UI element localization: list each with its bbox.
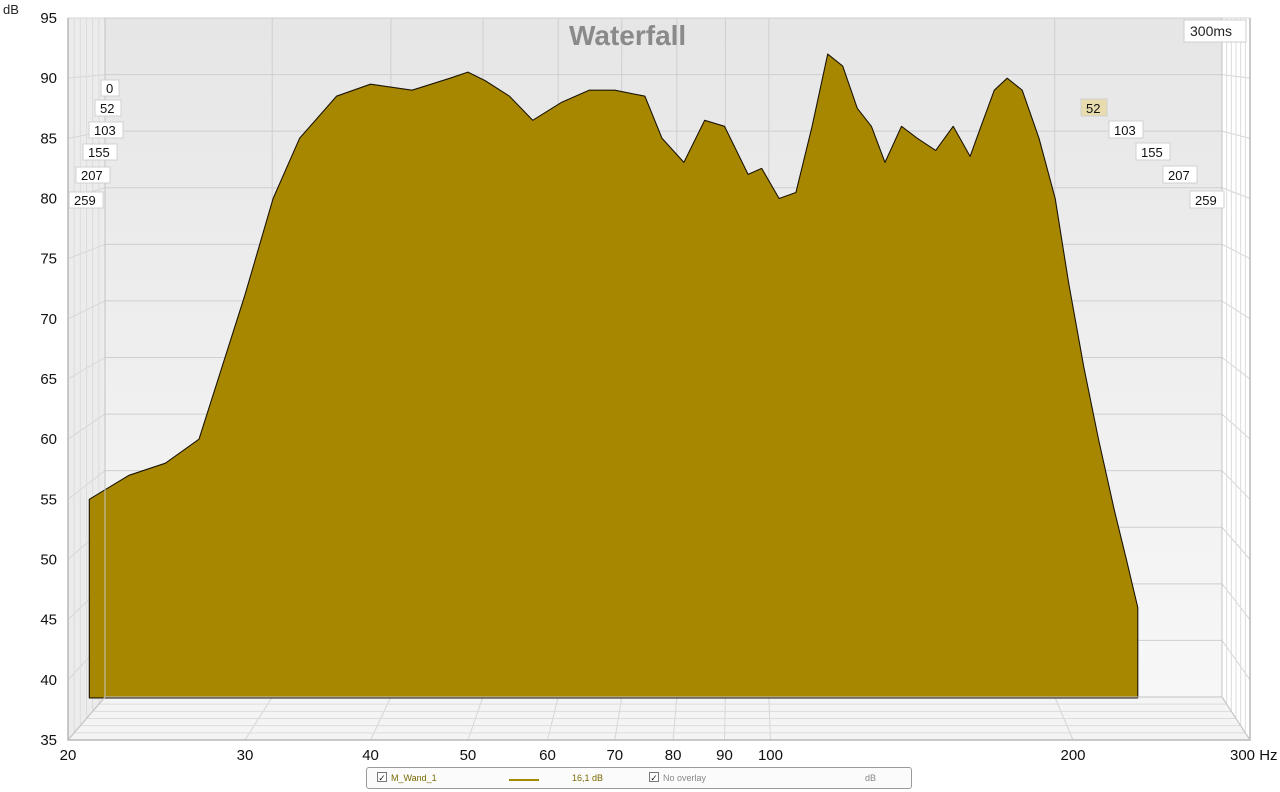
x-tick-label: 90	[716, 747, 733, 764]
z-tick-label: 155	[88, 145, 110, 160]
z-tick-box	[94, 99, 122, 117]
y-tick-label: 55	[40, 491, 57, 508]
z-axis-labels-left: 0 52 103 155 207 259	[68, 79, 124, 209]
waterfall-surface	[88, 53, 1139, 699]
front-frame	[67, 18, 1251, 741]
overlay-unit-label: dB	[865, 773, 877, 783]
z-tick-box	[75, 166, 111, 184]
x-tick-label: 70	[606, 747, 623, 764]
x-tick-label: 50	[460, 747, 477, 764]
y-axis-ticks: 35 40 45 50 55 60 65 70 75 80 85 90 95	[40, 10, 57, 749]
overlay-checkbox[interactable]: ✓	[649, 772, 659, 783]
x-tick-label: 80	[665, 747, 682, 764]
x-tick-label: 20	[60, 747, 77, 764]
z-tick-label: 259	[1195, 193, 1217, 208]
legend-bar: ✓ M_Wand_1 16,1 dB ✓ No overlay dB	[366, 767, 912, 789]
z-tick-label: 0	[106, 81, 113, 96]
y-axis-unit-label: dB	[3, 2, 19, 17]
overlay-label: No overlay	[663, 773, 707, 783]
z-tick-label: 155	[1141, 145, 1163, 160]
z-axis-labels-right: 52 103 155 207 259	[1080, 98, 1225, 209]
time-span-label: 300ms	[1190, 23, 1232, 39]
series-line-swatch	[509, 779, 539, 781]
chart-title: Waterfall	[569, 20, 686, 51]
x-tick-label: 100	[758, 747, 783, 764]
z-tick-label: 103	[1114, 123, 1136, 138]
z-tick-label: 207	[1168, 168, 1190, 183]
floor-edge-right	[1221, 696, 1251, 741]
z-tick-box	[88, 121, 124, 139]
x-tick-label: 30	[237, 747, 254, 764]
y-tick-label: 65	[40, 371, 57, 388]
y-tick-label: 50	[40, 552, 57, 569]
floor-edge-left	[67, 696, 106, 741]
z-tick-label: 52	[1086, 101, 1100, 116]
y-tick-label: 35	[40, 732, 57, 749]
y-tick-label: 85	[40, 130, 57, 147]
z-tick-box	[82, 143, 118, 161]
z-tick-box	[1080, 98, 1108, 117]
x-axis-ticks: 20 30 40 50 60 70 80 90 100 200 300 Hz	[60, 747, 1278, 764]
x-tick-label: 40	[362, 747, 379, 764]
z-tick-box	[1135, 142, 1171, 161]
y-tick-label: 40	[40, 672, 57, 689]
y-tick-label: 45	[40, 612, 57, 629]
z-tick-label: 207	[81, 168, 103, 183]
waterfall-slice	[88, 53, 1139, 699]
y-tick-label: 80	[40, 191, 57, 208]
x-tick-label: 200	[1061, 747, 1086, 764]
z-tick-box	[68, 191, 104, 209]
y-tick-label: 60	[40, 431, 57, 448]
z-tick-label: 103	[94, 123, 116, 138]
series-value-label: 16,1 dB	[572, 773, 604, 783]
time-span-box	[1183, 19, 1247, 43]
x-tick-label: 300 Hz	[1230, 747, 1278, 764]
z-tick-label: 52	[100, 101, 114, 116]
z-tick-box	[1162, 165, 1198, 184]
z-tick-box	[100, 79, 120, 97]
plot-frame	[67, 18, 1251, 741]
y-tick-label: 70	[40, 311, 57, 328]
z-tick-label: 259	[74, 193, 96, 208]
y-tick-label: 75	[40, 251, 57, 268]
y-tick-label: 90	[40, 70, 57, 87]
series-checkbox[interactable]: ✓	[377, 772, 387, 783]
z-tick-box	[1108, 120, 1144, 139]
y-tick-label: 95	[40, 10, 57, 27]
series-name-label: M_Wand_1	[391, 773, 437, 783]
x-tick-label: 60	[539, 747, 556, 764]
back-frame	[104, 18, 1223, 698]
z-tick-box	[1189, 190, 1225, 209]
